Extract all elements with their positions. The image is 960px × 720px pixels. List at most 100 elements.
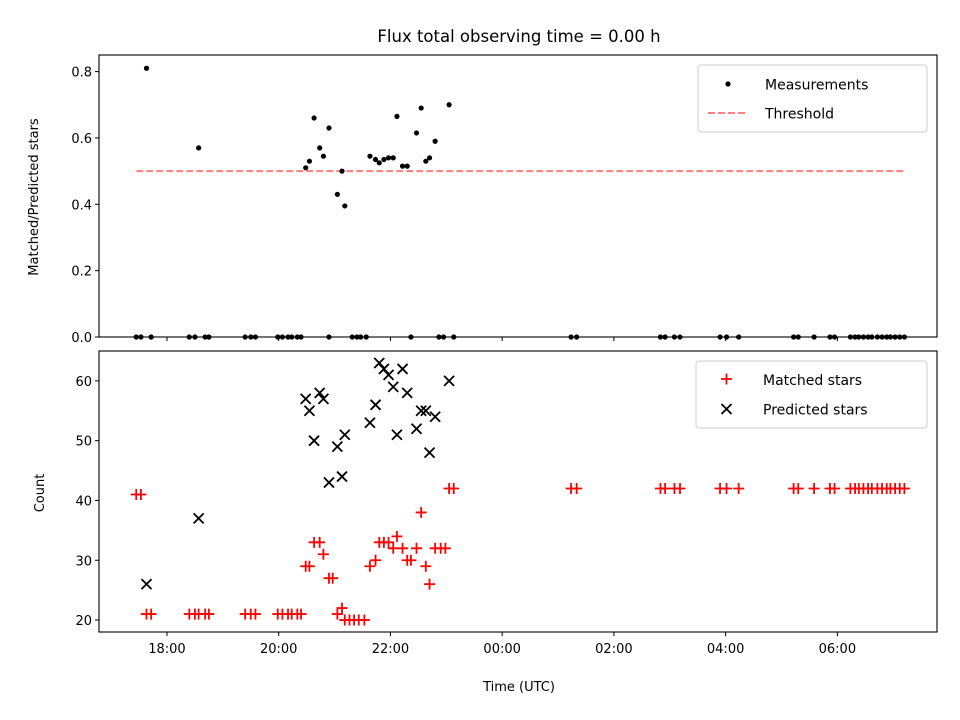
- legend-predicted-label: Predicted stars: [763, 403, 868, 419]
- x-tick-label: 06:00: [819, 642, 856, 657]
- bottom-y-ticks: 20 30 40 50 60: [75, 375, 99, 629]
- matched-star-point: [448, 483, 460, 495]
- matched-star-point: [571, 483, 583, 495]
- matched-star-point: [314, 536, 326, 548]
- measurement-point: [432, 138, 438, 144]
- measurement-point: [394, 113, 400, 119]
- measurement-point: [423, 158, 429, 164]
- measurement-point: [367, 153, 373, 159]
- matched-star-point: [383, 536, 395, 548]
- top-y-ticks: 0.0 0.2 0.4 0.6 0.8: [71, 66, 99, 346]
- legend-matched-marker: [721, 373, 732, 385]
- measurement-point: [399, 163, 406, 169]
- matched-star-point: [439, 542, 451, 554]
- measurement-point: [326, 125, 332, 131]
- top-y-axis-label: Matched/Predicted stars: [27, 118, 42, 276]
- predicted-star-point: [317, 393, 330, 405]
- predicted-star-point: [410, 423, 423, 435]
- measurement-point: [303, 165, 309, 171]
- measurement-point: [311, 115, 317, 121]
- predicted-star-point: [415, 405, 427, 417]
- measurement-point: [390, 155, 396, 161]
- matched-star-point: [659, 483, 671, 495]
- bottom-legend: Matched stars Predicted stars: [695, 360, 928, 429]
- predicted-star-point: [423, 447, 436, 459]
- predicted-star-point: [331, 441, 344, 453]
- matched-star-point: [420, 560, 432, 572]
- measurement-point: [317, 145, 323, 151]
- matched-star-point: [364, 560, 376, 572]
- predicted-star-point: [382, 369, 395, 381]
- predicted-star-point: [378, 363, 390, 375]
- measurement-point: [413, 130, 420, 136]
- measurement-point: [376, 160, 382, 166]
- top-legend: Measurements Threshold: [697, 64, 928, 133]
- matched-star-point: [415, 506, 427, 518]
- matched-star-point: [303, 560, 315, 572]
- top-x-ticks: [166, 337, 838, 341]
- x-tick-label: 04:00: [707, 642, 744, 657]
- legend-measurements-marker: [725, 81, 731, 87]
- predicted-star-point: [192, 512, 205, 525]
- bottom-axes-frame: [98, 350, 938, 633]
- measurement-point: [143, 65, 150, 71]
- predicted-star-point: [396, 363, 409, 375]
- y-tick-label: 0.6: [71, 132, 92, 147]
- measurement-point: [342, 203, 348, 209]
- predicted-star-point: [308, 435, 320, 447]
- x-tick-label: 18:00: [148, 642, 185, 657]
- measurement-point: [334, 191, 340, 197]
- measurement-point: [339, 168, 345, 174]
- matched-star-point: [808, 483, 820, 495]
- matched-star-point: [295, 608, 307, 620]
- bottom-marks: [130, 357, 910, 626]
- predicted-star-point: [364, 417, 376, 429]
- measurement-point: [404, 163, 410, 169]
- x-tick-label: 22:00: [372, 642, 409, 657]
- matched-star-point: [145, 608, 157, 620]
- y-tick-label: 60: [75, 375, 92, 390]
- measurement-point: [418, 105, 424, 111]
- measurement-point: [446, 102, 452, 108]
- predicted-star-point: [420, 405, 432, 417]
- predicted-star-point: [391, 429, 403, 441]
- legend-measurements-label: Measurements: [765, 78, 868, 94]
- bottom-x-axis-label: Time (UTC): [482, 680, 555, 695]
- x-tick-label: 02:00: [595, 642, 632, 657]
- bottom-legend-box: [695, 360, 928, 429]
- measurement-point: [320, 153, 326, 159]
- y-tick-label: 0.2: [71, 265, 92, 280]
- predicted-star-point: [369, 399, 382, 411]
- predicted-star-point: [339, 429, 351, 441]
- matched-star-point: [898, 483, 910, 495]
- y-tick-label: 50: [75, 435, 92, 450]
- y-tick-label: 0.0: [71, 331, 92, 346]
- matched-star-point: [397, 542, 409, 554]
- predicted-star-point: [373, 357, 385, 369]
- top-axes-frame: [98, 54, 938, 338]
- bottom-x-ticks: 18:00 20:00 22:00 00:00 02:00 04:00 06:00: [148, 632, 856, 657]
- measurement-point: [426, 155, 433, 161]
- y-tick-label: 40: [75, 494, 92, 509]
- measurement-point: [372, 156, 379, 163]
- predicted-star-point: [336, 470, 348, 483]
- matched-star-point: [733, 483, 745, 495]
- matched-star-point: [792, 483, 804, 495]
- matched-star-point: [317, 548, 329, 560]
- matched-star-point: [829, 483, 841, 495]
- bottom-y-axis-label: Count: [33, 474, 48, 513]
- measurement-point: [381, 156, 387, 163]
- matched-star-point: [203, 608, 215, 620]
- legend-matched-label: Matched stars: [763, 373, 862, 389]
- predicted-star-point: [323, 476, 335, 489]
- matched-star-point: [391, 530, 403, 542]
- matched-star-point: [674, 483, 686, 495]
- legend-threshold-label: Threshold: [764, 107, 834, 123]
- y-tick-label: 20: [75, 614, 92, 629]
- matched-star-point: [331, 608, 343, 620]
- matched-star-point: [135, 488, 147, 500]
- measurement-point: [196, 145, 202, 151]
- y-tick-label: 0.4: [71, 198, 92, 213]
- figure-title: Flux total observing time = 0.00 h: [377, 27, 660, 46]
